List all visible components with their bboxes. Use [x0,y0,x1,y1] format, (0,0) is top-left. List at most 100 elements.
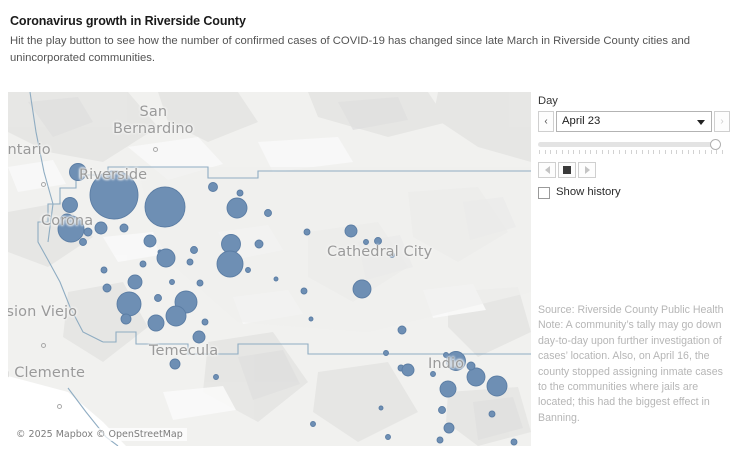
next-day-button[interactable]: › [714,111,730,132]
map-data-circle[interactable] [446,351,466,371]
map-data-circle[interactable] [385,434,391,440]
map-data-circle[interactable] [378,405,384,411]
map-panel[interactable]: SanBernardinoOntarioRiversideCoronaMissi… [8,92,531,446]
map-data-circle[interactable] [344,224,358,238]
map-data-circle[interactable] [116,291,142,317]
map-data-circle[interactable] [374,237,382,245]
slider-tick [710,150,712,154]
slider-thumb[interactable] [709,139,721,150]
map-data-circle[interactable] [208,182,218,192]
slider-ticks [539,150,723,155]
map-data-circle[interactable] [127,274,143,290]
stop-button[interactable] [558,162,576,178]
map-data-circle[interactable] [303,228,311,236]
map-data-circle[interactable] [139,260,147,268]
slider-tick [539,150,540,154]
map-data-circle[interactable] [201,318,209,326]
map-data-circle[interactable] [436,436,444,444]
map-data-circle[interactable] [430,371,436,377]
step-back-button[interactable] [538,162,556,178]
map-data-circle[interactable] [363,239,369,245]
map-attribution[interactable]: © 2025 Mapbox © OpenStreetMap [14,428,187,441]
map-data-circle[interactable] [352,279,372,299]
page-title: Coronavirus growth in Riverside County [10,14,246,28]
map-data-circle[interactable] [147,314,165,332]
map-data-circle[interactable] [100,266,108,274]
slider-tick [687,150,689,154]
map-data-circle[interactable] [169,279,175,285]
map-data-circle[interactable] [383,350,389,356]
map-data-circle[interactable] [83,227,93,237]
slider-tick [664,150,666,154]
map-data-circle[interactable] [226,197,248,219]
map-data-circle[interactable] [245,267,251,273]
city-marker-san-clemente [57,404,62,409]
source-note: Source: Riverside County Public Health N… [538,304,724,424]
map-data-circle[interactable] [264,209,272,217]
map-data-circle[interactable] [300,287,308,295]
map-data-circle[interactable] [216,250,244,278]
map-data-circle[interactable] [213,374,219,380]
map-data-circle[interactable] [254,239,264,249]
show-history-checkbox-row[interactable]: Show history [538,186,730,199]
slider-tick [716,150,718,154]
map-data-circle[interactable] [397,325,407,335]
slider-tick [584,150,586,154]
map-data-circle[interactable] [57,215,85,243]
map-data-circle[interactable] [94,221,108,235]
map-data-circle[interactable] [156,248,176,268]
map-data-circle[interactable] [196,279,204,287]
day-dropdown-value: April 23 [562,115,601,127]
map-data-circle[interactable] [439,380,457,398]
page-subtitle: Hit the play button to see how the numbe… [10,35,691,64]
slider-tick [659,150,661,154]
slider-tick [544,150,546,154]
map-data-circle[interactable] [308,316,314,322]
slider-tick [636,150,638,154]
map-data-circle[interactable] [119,223,129,233]
map-data-circle[interactable] [89,170,139,220]
map-data-circle[interactable] [102,283,112,293]
slider-tick [722,150,723,154]
map-data-circle[interactable] [443,422,455,434]
city-marker-mission-viejo [41,343,46,348]
slider-tick [676,150,678,154]
map-data-circle[interactable] [438,406,446,414]
map-data-circle[interactable] [389,252,395,258]
map-data-circle[interactable] [169,358,181,370]
map-data-circle[interactable] [192,330,206,344]
map-data-circle[interactable] [144,186,186,228]
slider-tick [681,150,683,154]
map-data-circle[interactable] [401,363,415,377]
map-data-circle[interactable] [488,410,496,418]
map-data-circle[interactable] [143,234,157,248]
map-data-circle[interactable] [273,276,279,282]
slider-track[interactable] [538,142,720,147]
map-data-circle[interactable] [62,197,78,213]
map-data-circle[interactable] [69,163,87,181]
day-dropdown[interactable]: April 23 [556,111,712,132]
map-data-circle[interactable] [190,246,198,254]
map-data-circle[interactable] [236,189,244,197]
slider-tick [699,150,701,154]
map-data-circle[interactable] [510,438,518,446]
map-data-circle[interactable] [310,421,316,427]
map-data-circle[interactable] [79,238,87,246]
map-data-circle[interactable] [486,375,508,397]
show-history-checkbox[interactable] [538,186,550,199]
day-slider[interactable] [538,139,726,155]
slider-tick [624,150,626,154]
map-data-circle[interactable] [186,258,194,266]
map-data-circle[interactable] [466,361,476,371]
playback-controls [538,162,730,178]
map-data-circle[interactable] [154,294,162,302]
map-data-circle[interactable] [120,313,132,325]
map-data-circle[interactable] [466,367,486,387]
previous-day-button[interactable]: ‹ [538,111,554,132]
slider-tick [567,150,569,154]
slider-tick [613,150,615,154]
play-button[interactable] [578,162,596,178]
map-canvas[interactable]: SanBernardinoOntarioRiversideCoronaMissi… [8,92,531,446]
map-data-circle[interactable] [165,305,187,327]
